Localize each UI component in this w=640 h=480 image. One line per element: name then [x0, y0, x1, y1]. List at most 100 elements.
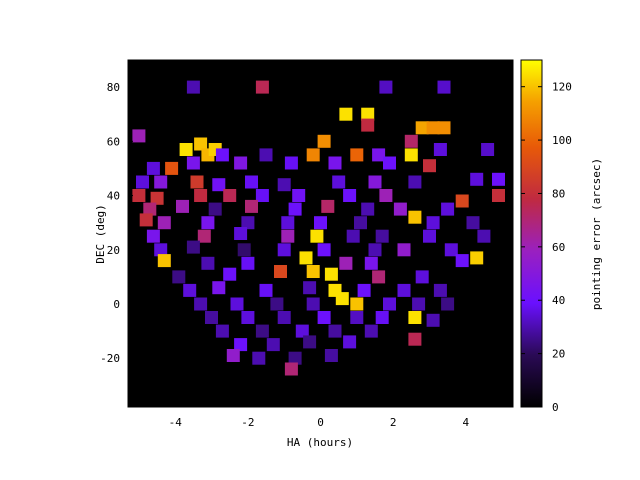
- y-tick-label: -20: [100, 352, 120, 365]
- data-point: [266, 338, 280, 352]
- data-point: [361, 107, 375, 121]
- x-tick-label: 4: [462, 416, 469, 429]
- data-point: [404, 148, 418, 162]
- data-points: [132, 80, 505, 376]
- data-point: [433, 143, 447, 156]
- data-point: [372, 148, 386, 162]
- data-point: [372, 270, 386, 284]
- data-point: [361, 118, 375, 132]
- data-point: [328, 324, 342, 338]
- data-point: [350, 297, 364, 311]
- data-point: [146, 161, 160, 175]
- data-point: [408, 210, 422, 224]
- data-point: [190, 175, 204, 189]
- data-point: [481, 143, 495, 156]
- data-point: [397, 283, 411, 297]
- data-point: [197, 229, 211, 243]
- data-point: [368, 175, 382, 189]
- data-point: [284, 156, 298, 170]
- data-point: [492, 172, 505, 186]
- colorbar-tick-label: 100: [552, 134, 572, 147]
- data-point: [186, 80, 200, 94]
- x-tick-label: 2: [390, 416, 397, 429]
- data-point: [234, 338, 248, 352]
- data-point: [364, 324, 378, 338]
- data-point: [205, 311, 218, 324]
- data-point: [154, 175, 168, 189]
- data-point: [408, 311, 422, 324]
- data-point: [143, 202, 157, 216]
- data-point: [317, 243, 331, 257]
- data-point: [277, 311, 291, 324]
- data-point: [437, 80, 451, 94]
- data-point: [223, 267, 237, 281]
- data-point: [314, 216, 327, 230]
- data-point: [281, 216, 295, 230]
- data-point: [477, 229, 491, 243]
- data-point: [426, 216, 440, 230]
- data-point: [324, 267, 338, 281]
- data-point: [179, 143, 193, 156]
- data-point: [324, 349, 338, 362]
- x-tick-label: -4: [169, 416, 183, 429]
- colorbar-axis: 0 20 40 60 80 100 120: [521, 81, 572, 414]
- data-point: [343, 335, 357, 349]
- data-point: [306, 265, 320, 278]
- data-point: [270, 297, 284, 311]
- data-point: [176, 199, 189, 213]
- y-tick-label: 40: [107, 190, 120, 203]
- x-axis: -4 -2 0 2 4: [169, 60, 469, 429]
- data-point: [415, 121, 429, 135]
- y-axis: -20 0 20 40 60 80: [100, 81, 513, 365]
- data-point: [379, 189, 393, 202]
- data-point: [274, 265, 287, 278]
- data-point: [404, 134, 418, 148]
- data-point: [368, 243, 382, 257]
- data-point: [466, 216, 480, 230]
- data-point: [277, 178, 291, 192]
- data-point: [310, 229, 324, 243]
- x-axis-label: HA (hours): [287, 436, 353, 449]
- data-point: [317, 311, 331, 324]
- colorbar-tick-label: 0: [552, 401, 559, 414]
- data-point: [208, 202, 222, 216]
- data-point: [259, 283, 273, 297]
- data-point: [172, 270, 186, 284]
- data-point: [183, 283, 197, 297]
- colorbar-tick-label: 60: [552, 241, 565, 254]
- data-point: [284, 362, 298, 376]
- data-point: [306, 148, 320, 162]
- data-point: [234, 156, 248, 170]
- data-point: [165, 161, 179, 175]
- colorbar-label: pointing error (arcsec): [590, 158, 603, 310]
- y-axis-label: DEC (deg): [94, 204, 107, 264]
- data-point: [444, 243, 458, 257]
- data-point: [317, 134, 331, 148]
- data-point: [321, 199, 335, 213]
- data-point: [455, 194, 469, 208]
- data-point: [383, 297, 396, 311]
- data-point: [383, 156, 396, 170]
- data-point: [252, 351, 266, 365]
- colorbar: [520, 59, 543, 408]
- data-point: [379, 80, 393, 94]
- data-point: [441, 297, 455, 311]
- data-point: [375, 229, 389, 243]
- data-point: [408, 332, 422, 346]
- data-point: [201, 216, 215, 230]
- data-point: [408, 175, 422, 189]
- y-tick-label: 60: [107, 135, 120, 148]
- data-point: [350, 311, 364, 324]
- data-point: [245, 199, 258, 213]
- data-point: [230, 297, 244, 311]
- data-point: [132, 189, 146, 202]
- data-point: [303, 335, 317, 349]
- data-point: [146, 229, 160, 243]
- data-point: [150, 191, 164, 205]
- data-point: [412, 297, 426, 311]
- data-point: [437, 121, 451, 135]
- data-point: [423, 229, 436, 243]
- data-point: [426, 313, 440, 327]
- y-tick-label: 20: [107, 244, 120, 257]
- data-point: [339, 107, 353, 121]
